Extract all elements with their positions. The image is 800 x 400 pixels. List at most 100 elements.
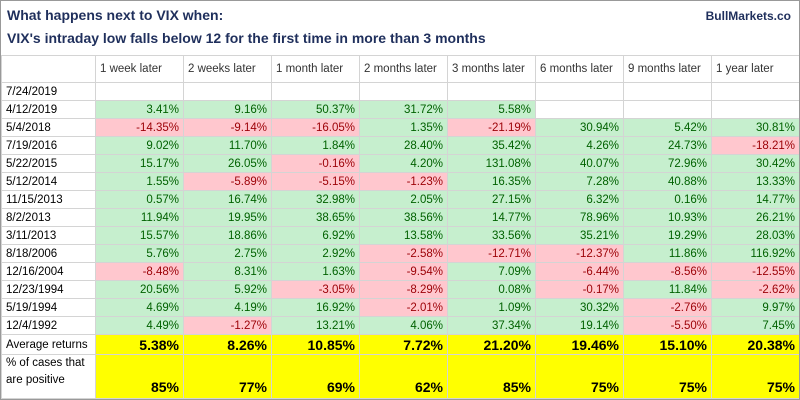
average-cell: 8.26% [183,334,272,355]
value-cell: -12.55% [711,262,799,281]
value-cell: -2.01% [359,298,448,317]
positive-cell: 69% [271,354,360,399]
value-cell: 1.63% [271,262,360,281]
value-cell: 18.86% [183,226,272,245]
value-cell: 4.06% [359,316,448,335]
average-cell: 21.20% [447,334,536,355]
value-cell: -8.56% [623,262,712,281]
value-cell [359,82,448,101]
date-cell: 12/23/1994 [1,280,96,299]
value-cell: 72.96% [623,154,712,173]
date-cell: 5/22/2015 [1,154,96,173]
value-cell: 2.92% [271,244,360,263]
value-cell: 14.77% [447,208,536,227]
value-cell [271,82,360,101]
date-cell: 4/12/2019 [1,100,96,119]
value-cell: 11.70% [183,136,272,155]
value-cell: 24.73% [623,136,712,155]
value-cell: 9.16% [183,100,272,119]
value-cell: 19.29% [623,226,712,245]
value-cell: 26.05% [183,154,272,173]
value-cell: 28.03% [711,226,799,245]
value-cell: 2.75% [183,244,272,263]
data-row: 7/24/2019 [1,82,799,101]
value-cell: 2.05% [359,190,448,209]
value-cell: 78.96% [535,208,624,227]
value-cell: -9.54% [359,262,448,281]
data-row: 12/4/1992 4.49% -1.27% 13.21% 4.06% 37.34% 19.… [1,316,799,335]
value-cell: 19.14% [535,316,624,335]
value-cell: -12.37% [535,244,624,263]
value-cell: 3.41% [95,100,184,119]
average-cell: 7.72% [359,334,448,355]
column-header: 9 months later [623,55,712,83]
date-cell: 5/12/2014 [1,172,96,191]
date-cell: 8/2/2013 [1,208,96,227]
average-cell: 19.46% [535,334,624,355]
value-cell: -12.71% [447,244,536,263]
value-cell: 30.42% [711,154,799,173]
value-cell: 5.76% [95,244,184,263]
value-cell: 13.33% [711,172,799,191]
value-cell: 11.86% [623,244,712,263]
header: What happens next to VIX when: VIX's int… [1,1,799,55]
date-cell: 12/4/1992 [1,316,96,335]
value-cell: 4.69% [95,298,184,317]
column-header: 1 week later [95,55,184,83]
date-cell: 5/4/2018 [1,118,96,137]
date-cell: 8/18/2006 [1,244,96,263]
positive-cell: 85% [447,354,536,399]
value-cell: 27.15% [447,190,536,209]
value-cell: 0.08% [447,280,536,299]
data-row: 8/18/2006 5.76% 2.75% 2.92% -2.58% -12.71% -12… [1,244,799,263]
value-cell: 40.07% [535,154,624,173]
results-table: 1 week later 2 weeks later 1 month later 2 … [1,55,799,399]
value-cell: 4.20% [359,154,448,173]
positive-cell: 75% [535,354,624,399]
value-cell [711,82,799,101]
value-cell: 26.21% [711,208,799,227]
value-cell: -5.89% [183,172,272,191]
value-cell: 19.95% [183,208,272,227]
value-cell: 6.92% [271,226,360,245]
average-cell: 20.38% [711,334,799,355]
value-cell: -6.44% [535,262,624,281]
positive-cell: 62% [359,354,448,399]
value-cell: 0.16% [623,190,712,209]
value-cell: 10.93% [623,208,712,227]
value-cell: 35.42% [447,136,536,155]
data-row: 5/12/2014 1.55% -5.89% -5.15% -1.23% 16.35% 7.… [1,172,799,191]
value-cell: 33.56% [447,226,536,245]
value-cell: 30.94% [535,118,624,137]
date-cell: 5/19/1994 [1,298,96,317]
value-cell [623,82,712,101]
average-cell: 15.10% [623,334,712,355]
value-cell: -2.76% [623,298,712,317]
data-row: 12/23/1994 20.56% 5.92% -3.05% -8.29% 0.08% -0… [1,280,799,299]
value-cell: 13.58% [359,226,448,245]
value-cell: 7.28% [535,172,624,191]
value-cell: 15.57% [95,226,184,245]
positive-cell: 75% [623,354,712,399]
subtitle: VIX's intraday low falls below 12 for th… [7,30,486,46]
value-cell: 8.31% [183,262,272,281]
corner-cell [1,55,96,83]
positive-cell: 77% [183,354,272,399]
average-cell: 5.38% [95,334,184,355]
row-label: % of cases that are positive [1,354,96,399]
value-cell: 15.17% [95,154,184,173]
source: BullMarkets.co [705,9,791,23]
column-header: 2 months later [359,55,448,83]
value-cell [183,82,272,101]
value-cell: 4.19% [183,298,272,317]
value-cell: -5.15% [271,172,360,191]
date-cell: 3/11/2013 [1,226,96,245]
value-cell: -21.19% [447,118,536,137]
date-cell: 7/19/2016 [1,136,96,155]
value-cell: 5.58% [447,100,536,119]
value-cell: 1.84% [271,136,360,155]
column-header-row: 1 week later 2 weeks later 1 month later 2 … [1,55,799,83]
value-cell: 6.32% [535,190,624,209]
date-cell: 11/15/2013 [1,190,96,209]
value-cell: 30.32% [535,298,624,317]
